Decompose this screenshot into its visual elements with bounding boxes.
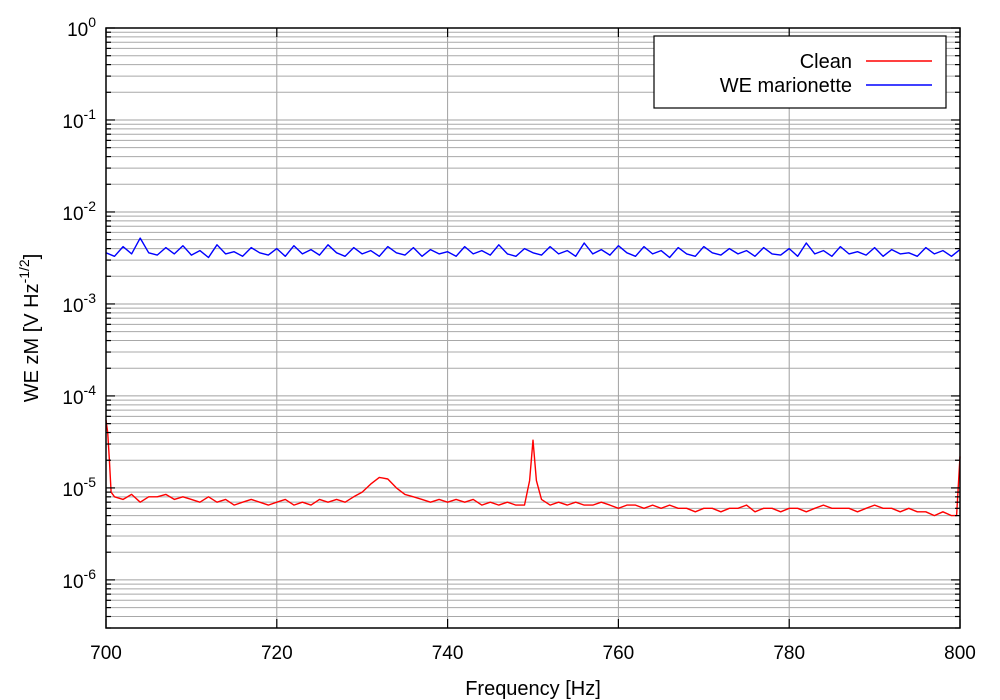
- y-axis-label-suffix: ]: [21, 254, 43, 260]
- y-tick-label: 10-6: [62, 566, 96, 593]
- x-axis-label: Frequency [Hz]: [465, 678, 601, 700]
- ticks: [105, 27, 961, 629]
- y-tick-label: 10-4: [62, 382, 96, 409]
- y-tick-label-exponent: -5: [84, 474, 97, 490]
- x-tick-label: 740: [432, 643, 464, 664]
- y-tick-label-base: 10: [62, 572, 83, 593]
- y-tick-label-exponent: -1: [84, 106, 97, 122]
- legend-box: [653, 35, 947, 109]
- grid: [106, 28, 960, 628]
- y-tick-label-base: 10: [62, 112, 83, 133]
- y-tick-label-exponent: 0: [88, 14, 96, 30]
- x-tick-labels: 700 720 740 760 780 800: [90, 643, 976, 664]
- legend: Clean WE marionette: [653, 35, 947, 109]
- y-tick-label-exponent: -2: [84, 198, 97, 214]
- y-axis-label: WE zM [V Hz-1/2]: [16, 254, 43, 403]
- legend-label-clean: Clean: [800, 51, 852, 73]
- y-tick-label-exponent: -4: [84, 382, 97, 398]
- y-tick-label-exponent: -3: [84, 290, 97, 306]
- series-line-clean: [105, 419, 961, 517]
- y-tick-label: 10-1: [62, 106, 96, 133]
- y-axis-label-exponent: -1/2: [16, 259, 32, 283]
- y-tick-label: 10-3: [62, 290, 96, 317]
- plot-frame: [105, 27, 961, 629]
- y-tick-label: 100: [67, 14, 96, 41]
- x-tick-label: 800: [944, 643, 976, 664]
- y-tick-label-base: 10: [62, 388, 83, 409]
- x-tick-label: 700: [90, 643, 122, 664]
- y-tick-label-base: 10: [62, 204, 83, 225]
- y-tick-label-base: 10: [62, 480, 83, 501]
- x-tick-label: 720: [261, 643, 293, 664]
- x-tick-label: 780: [773, 643, 805, 664]
- y-tick-label-exponent: -6: [84, 566, 97, 582]
- y-axis-label-main: WE zM [V Hz: [21, 283, 43, 402]
- series-layer: [105, 237, 961, 517]
- x-tick-label: 760: [603, 643, 635, 664]
- series-line-we-marionette: [105, 237, 961, 259]
- y-tick-label-base: 10: [67, 20, 88, 41]
- legend-label-we-marionette: WE marionette: [720, 75, 852, 97]
- y-tick-label: 10-2: [62, 198, 96, 225]
- y-tick-label: 10-5: [62, 474, 96, 501]
- y-tick-label-base: 10: [62, 296, 83, 317]
